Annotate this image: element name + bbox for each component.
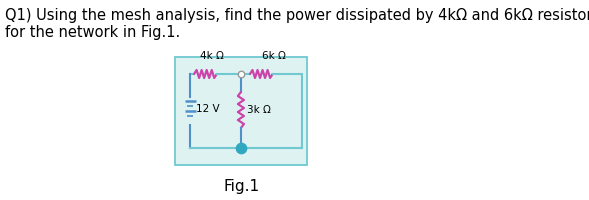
Text: Q1) Using the mesh analysis, find the power dissipated by 4kΩ and 6kΩ resistors
: Q1) Using the mesh analysis, find the po… xyxy=(5,8,589,40)
Text: Fig.1: Fig.1 xyxy=(223,179,259,194)
Text: 4k Ω: 4k Ω xyxy=(200,51,224,61)
Point xyxy=(236,72,246,76)
Text: 3k Ω: 3k Ω xyxy=(247,105,271,115)
Point xyxy=(236,146,246,150)
Text: 12 V: 12 V xyxy=(196,104,219,114)
FancyBboxPatch shape xyxy=(175,57,307,165)
Text: 6k Ω: 6k Ω xyxy=(262,51,286,61)
